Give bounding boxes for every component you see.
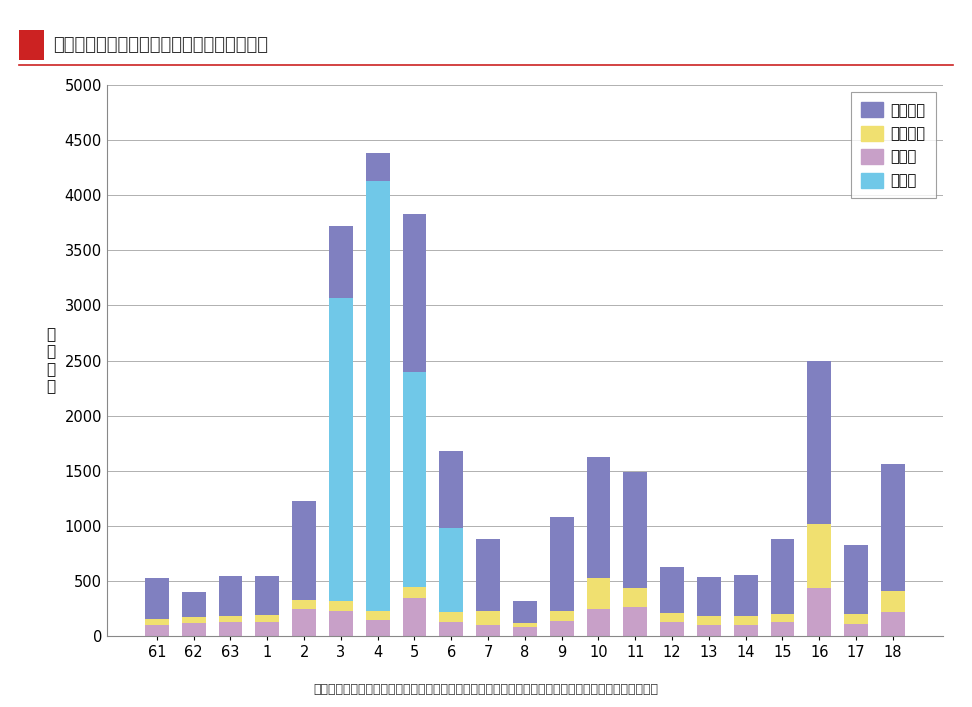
Bar — [513, 601, 537, 623]
Bar — [586, 609, 610, 636]
Bar — [329, 298, 353, 601]
Bar — [439, 612, 464, 622]
Bar — [623, 607, 647, 636]
Bar — [439, 451, 464, 528]
Bar — [476, 611, 500, 625]
Bar — [808, 588, 831, 636]
Bar — [256, 575, 279, 615]
Bar — [182, 617, 206, 623]
Bar — [881, 591, 905, 612]
Bar — [365, 153, 390, 181]
Bar — [293, 609, 316, 636]
Bar — [329, 226, 353, 298]
Bar — [439, 528, 464, 612]
Bar — [513, 623, 537, 628]
Text: （（財）砂防・地すべり技術センター「土砂灾害の実態」及び国土交通省砂防部資料より内閣府作成）: （（財）砂防・地すべり技術センター「土砂灾害の実態」及び国土交通省砂防部資料より… — [314, 683, 658, 696]
Bar — [771, 539, 794, 614]
Bar — [734, 625, 757, 636]
Bar — [844, 614, 868, 624]
Bar — [550, 621, 573, 636]
Bar — [734, 617, 757, 625]
Bar — [439, 622, 464, 636]
Bar — [293, 600, 316, 609]
Bar — [660, 613, 684, 622]
Bar — [586, 457, 610, 578]
Bar — [550, 518, 573, 611]
Bar — [256, 622, 279, 636]
Bar — [182, 592, 206, 617]
Bar — [697, 617, 721, 625]
Bar — [402, 597, 427, 636]
Bar — [402, 587, 427, 597]
Bar — [329, 601, 353, 611]
Legend: がけ崩れ, 地すべり, 土石流, 火砰流: がけ崩れ, 地すべり, 土石流, 火砰流 — [850, 92, 935, 198]
Bar — [476, 539, 500, 611]
Bar — [145, 578, 169, 619]
Bar — [219, 622, 242, 636]
Bar — [550, 611, 573, 621]
Bar — [365, 611, 390, 620]
Bar — [660, 622, 684, 636]
Bar — [697, 577, 721, 617]
Bar — [365, 620, 390, 636]
Bar — [586, 578, 610, 609]
Bar — [881, 464, 905, 591]
Bar — [844, 545, 868, 614]
Bar — [660, 567, 684, 613]
Bar — [808, 361, 831, 524]
Y-axis label: 発
生
件
数: 発 生 件 数 — [46, 327, 55, 395]
Bar — [182, 623, 206, 636]
Bar — [256, 615, 279, 622]
Bar — [771, 614, 794, 622]
Bar — [844, 624, 868, 636]
Bar — [734, 575, 757, 617]
Bar — [145, 619, 169, 625]
Bar — [219, 576, 242, 616]
Bar — [329, 611, 353, 636]
Text: 図２－４－７３　土砂灾害の発生状况の推移: 図２－４－７３ 土砂灾害の発生状况の推移 — [53, 36, 268, 54]
Bar — [293, 501, 316, 600]
Bar — [219, 616, 242, 622]
Bar — [476, 625, 500, 636]
Bar — [402, 214, 427, 372]
Bar — [623, 472, 647, 588]
Bar — [402, 372, 427, 587]
Bar — [513, 628, 537, 636]
Bar — [771, 622, 794, 636]
Bar — [697, 625, 721, 636]
Bar — [881, 612, 905, 636]
Bar — [145, 625, 169, 636]
Bar — [365, 181, 390, 611]
Bar — [623, 588, 647, 607]
Bar — [808, 524, 831, 588]
